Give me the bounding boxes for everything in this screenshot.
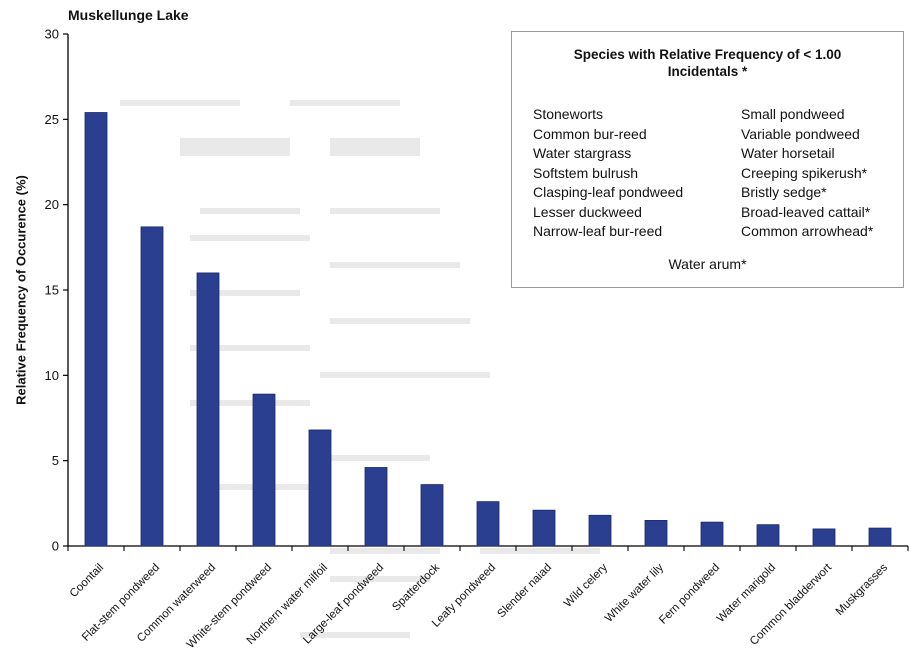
bar <box>868 527 892 547</box>
y-axis-label: Relative Frequency of Occurence (%) <box>13 175 29 405</box>
x-tick-label: Coontail <box>68 562 106 600</box>
x-tick-label: Muskgrasses <box>834 561 891 618</box>
annotation-left-column: Stoneworts Common bur-reed Water stargra… <box>533 105 683 242</box>
x-tick-label: Water marigold <box>715 562 778 625</box>
annotation-subtitle: Incidentals * <box>667 64 748 79</box>
x-tick-label: White water lily <box>603 561 666 624</box>
annotation-box: Species with Relative Frequency of < 1.0… <box>511 31 904 288</box>
bar <box>756 524 780 547</box>
annotation-species: Broad-leaved cattail* <box>741 203 871 220</box>
annotation-species: Water horsetail <box>741 145 835 161</box>
y-tick-label: 10 <box>45 368 59 383</box>
annotation-species: Variable pondweed <box>741 125 860 142</box>
annotation-title: Species with Relative Frequency of < 1.0… <box>512 46 903 80</box>
annotation-species: Common arrowhead* <box>741 223 874 239</box>
annotation-title-line: Species with Relative Frequency of < 1.0… <box>573 47 842 62</box>
bar <box>84 112 108 547</box>
annotation-species: Narrow-leaf bur-reed <box>533 223 663 239</box>
annotation-species: Creeping spikerush* <box>741 164 868 181</box>
bar <box>644 520 668 547</box>
bar <box>420 484 444 547</box>
x-tick-label: Slender naiad <box>495 562 554 621</box>
y-tick-label: 0 <box>52 539 59 554</box>
bar <box>196 272 220 547</box>
annotation-species: Clasping-leaf pondweed <box>533 184 684 200</box>
annotation-right-column: Small pondweed Variable pondweed Water h… <box>741 105 873 242</box>
x-tick-label: Spatterdock <box>390 561 442 613</box>
bar <box>812 528 836 547</box>
x-tick-label: Fern pondweed <box>657 562 722 627</box>
x-tick-label: Wild celery <box>562 561 610 609</box>
bar <box>140 226 164 547</box>
chart-title: Muskellunge Lake <box>68 7 189 23</box>
annotation-species: Bristly sedge* <box>741 184 827 200</box>
bar <box>476 501 500 547</box>
annotation-species: Stoneworts <box>533 106 604 122</box>
y-tick-label: 15 <box>45 283 59 298</box>
annotation-species: Lesser duckweed <box>533 203 642 220</box>
y-tick-label: 20 <box>45 197 59 212</box>
annotation-species: Softstem bulrush <box>533 164 639 181</box>
bar <box>588 514 612 547</box>
annotation-species: Small pondweed <box>741 106 845 122</box>
bar <box>252 393 276 547</box>
annotation-extra: Water arum* <box>668 256 747 272</box>
y-tick-label: 25 <box>45 112 59 127</box>
bar <box>308 429 332 547</box>
annotation-species: Common bur-reed <box>533 125 647 142</box>
y-tick-label: 30 <box>45 27 59 42</box>
bar <box>532 509 556 547</box>
annotation-species: Water stargrass <box>533 145 632 161</box>
bar <box>364 467 388 547</box>
bar <box>700 521 724 547</box>
y-tick-label: 5 <box>52 453 59 468</box>
